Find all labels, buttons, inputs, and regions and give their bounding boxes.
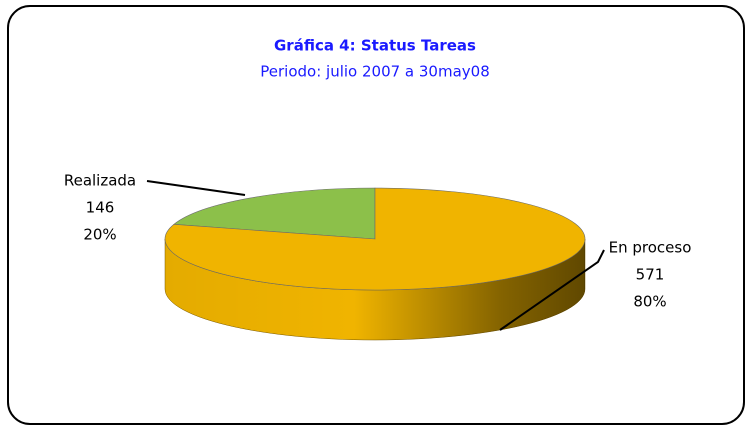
leader-line	[499, 249, 605, 331]
data-label-value: 571	[636, 266, 665, 284]
data-label-name: En proceso	[609, 239, 692, 257]
data-label-percent: 80%	[633, 293, 666, 311]
slice-side-shade	[165, 239, 585, 340]
slice	[164, 187, 586, 291]
slice	[173, 187, 376, 240]
data-label-name: Realizada	[64, 172, 136, 190]
chart-title: Gráfica 4: Status Tareas	[274, 37, 476, 55]
chart-subtitle: Periodo: julio 2007 a 30may08	[260, 63, 489, 81]
data-label-percent: 20%	[83, 226, 116, 244]
leader-line	[146, 180, 246, 196]
data-label-value: 146	[86, 199, 115, 217]
pie	[164, 187, 586, 341]
